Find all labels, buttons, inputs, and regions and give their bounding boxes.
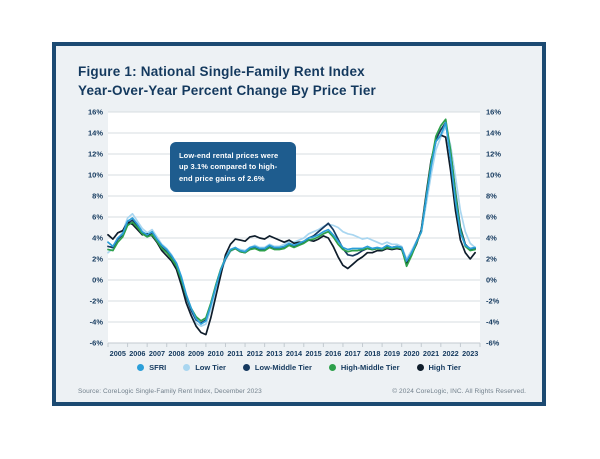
x-axis-label: 2009: [188, 349, 204, 356]
x-axis-label: 2005: [110, 349, 126, 356]
y-axis-tick-right: 4%: [486, 234, 497, 243]
y-axis-tick-right: 10%: [486, 171, 501, 180]
legend-dot-icon: [416, 364, 424, 371]
copyright-note: © 2024 CoreLogic, INC. All Rights Reserv…: [392, 388, 526, 395]
figure-title-line2: Year-Over-Year Percent Change By Price T…: [78, 82, 376, 98]
y-axis-tick-right: 2%: [486, 255, 497, 264]
x-axis-label: 2017: [345, 349, 361, 356]
y-axis-tick-right: 14%: [486, 129, 501, 138]
legend-item-sfri: SFRI: [137, 363, 166, 372]
y-axis-tick-left: -2%: [90, 297, 104, 306]
legend-item-high-middle-tier: High-Middle Tier: [328, 363, 400, 372]
figure-footer: Source: CoreLogic Single-Family Rent Ind…: [78, 388, 526, 395]
y-axis-tick-left: 14%: [88, 129, 103, 138]
y-axis-tick-right: -4%: [486, 318, 500, 327]
series-line-sfri: [107, 121, 476, 325]
legend-label: Low-Middle Tier: [254, 363, 312, 372]
x-axis-label: 2020: [403, 349, 419, 356]
figure-frame: Figure 1: National Single-Family Rent In…: [52, 42, 546, 406]
x-axis-label: 2021: [423, 349, 439, 356]
source-note: Source: CoreLogic Single-Family Rent Ind…: [78, 388, 262, 395]
y-axis-tick-right: 16%: [486, 108, 501, 117]
x-axis-label: 2022: [443, 349, 459, 356]
y-axis-tick-right: 0%: [486, 276, 497, 285]
x-axis-label: 2008: [168, 349, 184, 356]
x-axis-label: 2011: [227, 349, 243, 356]
x-axis-label: 2019: [384, 349, 400, 356]
y-axis-tick-right: 6%: [486, 213, 497, 222]
x-axis-label: 2006: [129, 349, 145, 356]
legend-dot-icon: [183, 364, 191, 371]
y-axis-tick-right: -6%: [486, 339, 500, 348]
x-axis-label: 2014: [286, 349, 303, 356]
x-axis-label: 2010: [208, 349, 224, 356]
y-axis-tick-left: -4%: [90, 318, 104, 327]
legend-dot-icon: [328, 364, 336, 371]
x-axis-label: 2018: [364, 349, 380, 356]
x-axis-label: 2007: [149, 349, 165, 356]
x-axis-label: 2015: [305, 349, 321, 356]
chart-svg: 16% 16% 14% 14% 12% 12% 10% 10% 8% 8% 6% 6% 4% 4% 2% 2%…: [88, 108, 501, 359]
x-axis-label: 2016: [325, 349, 341, 356]
y-axis-tick-left: 6%: [92, 213, 103, 222]
y-axis-tick-left: 12%: [88, 150, 103, 159]
y-axis-tick-left: 2%: [92, 255, 103, 264]
figure-title: Figure 1: National Single-Family Rent In…: [78, 63, 376, 101]
y-axis-tick-left: 0%: [92, 276, 103, 285]
series-line-high-middle-tier: [107, 118, 476, 322]
legend-label: High-Middle Tier: [340, 363, 400, 372]
x-axis-label: 2023: [462, 349, 478, 356]
chart-legend: SFRI Low Tier Low-Middle Tier High-Middle T…: [56, 363, 542, 372]
y-axis-tick-left: 4%: [92, 234, 103, 243]
legend-label: Low Tier: [195, 363, 226, 372]
figure-title-line1: Figure 1: National Single-Family Rent In…: [78, 64, 365, 79]
x-axis-label: 2012: [247, 349, 263, 356]
y-axis-tick-right: -2%: [486, 297, 500, 306]
annotation-box: Low-end rental prices were up 3.1% compa…: [170, 142, 296, 192]
x-axis-label: 2013: [266, 349, 282, 356]
legend-item-high-tier: High Tier: [416, 363, 461, 372]
chart-area: 16% 16% 14% 14% 12% 12% 10% 10% 8% 8% 6% 6% 4% 4% 2% 2%…: [68, 104, 534, 359]
legend-item-low-tier: Low Tier: [183, 363, 226, 372]
annotation-text: Low-end rental prices were up 3.1% compa…: [179, 151, 279, 183]
y-axis-tick-left: 16%: [88, 108, 103, 117]
legend-label: SFRI: [149, 363, 167, 372]
y-axis-tick-left: 10%: [88, 171, 103, 180]
y-axis-tick-right: 8%: [486, 192, 497, 201]
y-axis-tick-left: -6%: [90, 339, 104, 348]
legend-dot-icon: [137, 364, 145, 371]
y-axis-tick-right: 12%: [486, 150, 501, 159]
legend-dot-icon: [242, 364, 250, 371]
legend-label: High Tier: [428, 363, 461, 372]
legend-item-low-middle-tier: Low-Middle Tier: [242, 363, 312, 372]
y-axis-tick-left: 8%: [92, 192, 103, 201]
